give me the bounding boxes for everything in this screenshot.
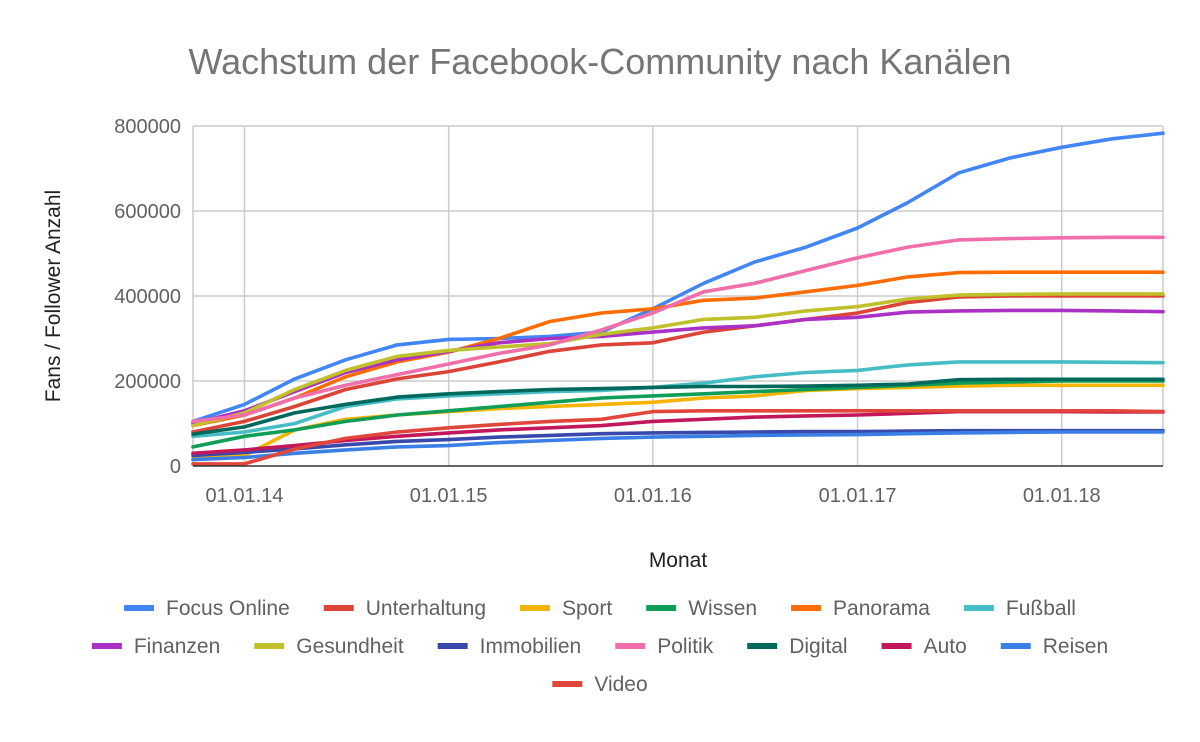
legend-label: Video <box>594 673 647 696</box>
legend-item: Focus Online <box>124 597 290 620</box>
y-tick-label: 400000 <box>114 286 181 308</box>
legend-item: Finanzen <box>91 635 220 658</box>
x-tick-label: 01.01.16 <box>614 485 692 507</box>
series-line-3 <box>191 379 1165 449</box>
legend-label: Fußball <box>1006 597 1076 620</box>
legend-label: Unterhaltung <box>366 597 486 620</box>
x-tick-label: 01.01.14 <box>206 485 284 507</box>
legend-label: Sport <box>562 597 612 620</box>
y-tick-label: 0 <box>170 456 181 478</box>
legend-item: Video <box>552 673 648 696</box>
legend-label: Finanzen <box>134 635 220 658</box>
y-axis-label: Fans / Follower Anzahl <box>42 190 65 402</box>
legend-label: Wissen <box>688 597 757 620</box>
chart-title: Wachstum der Facebook-Community nach Kan… <box>188 41 1011 82</box>
legend-label: Digital <box>789 635 847 658</box>
y-axis-ticks: 0 200000 400000 600000 800000 <box>114 116 181 478</box>
series-line-7 <box>191 292 1165 428</box>
y-tick-label: 600000 <box>114 201 181 223</box>
legend-item: Fußball <box>963 597 1076 620</box>
legend-label: Focus Online <box>166 597 290 620</box>
legend-item: Digital <box>747 635 848 658</box>
x-axis-label: Monat <box>649 549 708 572</box>
series-line-4 <box>191 270 1165 428</box>
legend-item: Auto <box>881 635 967 658</box>
legend-item: Unterhaltung <box>323 597 486 620</box>
x-tick-label: 01.01.18 <box>1023 485 1101 507</box>
y-tick-label: 200000 <box>114 371 181 393</box>
legend-item: Sport <box>520 597 612 620</box>
legend-item: Panorama <box>791 597 930 620</box>
legend-item: Politik <box>615 635 714 658</box>
series-line-12 <box>191 430 1165 462</box>
legend-label: Immobilien <box>480 635 582 658</box>
series-line-13 <box>191 408 1165 466</box>
legend-item: Immobilien <box>437 635 582 658</box>
legend-item: Gesundheit <box>254 635 404 658</box>
series-lines <box>191 131 1165 466</box>
x-tick-label: 01.01.17 <box>819 485 897 507</box>
y-tick-label: 800000 <box>114 116 181 138</box>
series-line-9 <box>191 235 1165 424</box>
x-axis-ticks: 01.01.14 01.01.15 01.01.16 01.01.17 01.01.18 <box>206 485 1101 507</box>
legend-label: Reisen <box>1043 635 1108 658</box>
legend-label: Auto <box>924 635 967 658</box>
x-tick-label: 01.01.15 <box>410 485 488 507</box>
legend-item: Wissen <box>646 597 757 620</box>
series-line-0 <box>191 131 1165 424</box>
series-line-10 <box>191 377 1165 436</box>
series-line-6 <box>191 308 1165 426</box>
legend-label: Politik <box>657 635 714 658</box>
legend-item: Reisen <box>1000 635 1108 658</box>
legend-label: Gesundheit <box>296 635 404 658</box>
legend: Focus Online Unterhaltung Sport Wissen Panor… <box>91 597 1108 696</box>
legend-label: Panorama <box>833 597 930 620</box>
